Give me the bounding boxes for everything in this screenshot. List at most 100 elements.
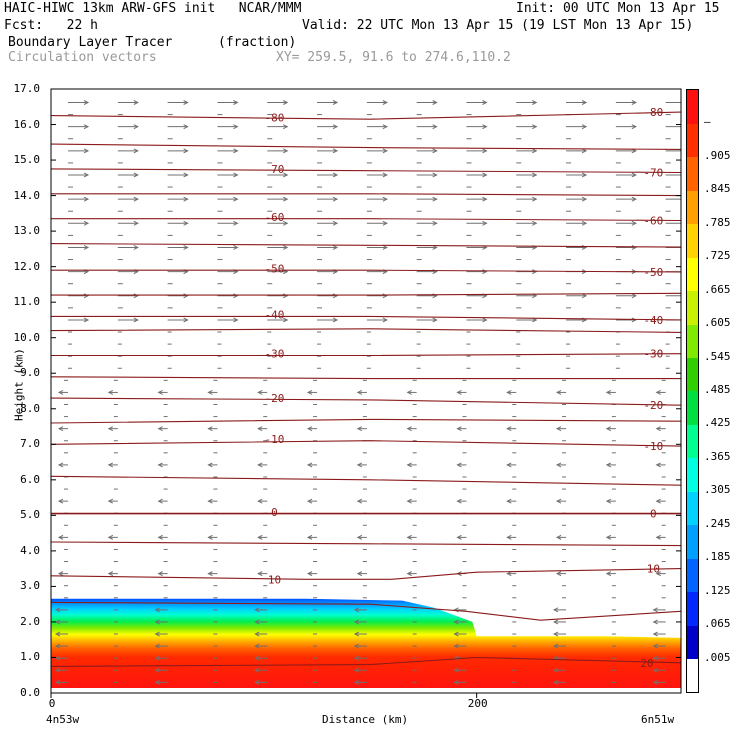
colorbar-segment [687,290,698,325]
wind-vector [456,498,467,504]
wind-vector [655,426,666,432]
wind-vector [566,220,588,226]
wind-vector [254,679,268,685]
wind-vector [254,619,268,625]
wind-vector [516,124,538,130]
colorbar-segment [687,591,698,626]
wind-vector [665,198,681,200]
colorbar-label: – [704,115,711,129]
temperature-contour [51,397,681,406]
colorbar-label: .425 [704,416,731,430]
field-units: (fraction) [218,35,297,50]
wind-vector [555,389,567,395]
wind-vector [652,631,666,637]
colorbar-label: .725 [704,249,731,263]
temperature-contour [51,269,681,273]
wind-vector [366,317,388,323]
wind-vector [154,643,168,649]
colorbar-label: .305 [704,483,731,497]
wind-vector [167,293,189,299]
wind-vector [117,100,139,105]
wind-vector [257,571,268,577]
colorbar-segment [687,190,698,225]
terrain-strip [51,688,681,693]
contour-label: -20 [643,399,663,412]
contour-label: -10 [643,440,663,453]
contour-label: -80 [265,111,285,124]
wind-vector [267,100,289,105]
y-tick-label: 16.0 [13,117,41,131]
wind-vector [615,293,637,299]
wind-vector [416,317,438,323]
wind-vector [552,631,567,637]
wind-vector [217,172,239,178]
wind-vector [68,220,90,226]
wind-vector [453,607,467,613]
wind-vector [117,220,139,226]
wind-vector [406,498,417,504]
contour-label: -70 [265,163,285,176]
wind-vector [466,100,488,105]
wind-vector [655,571,666,577]
wind-vector [267,124,289,130]
y-tick-label: 0.0 [20,686,40,699]
wind-vector [652,607,666,613]
colorbar-segment [687,491,698,526]
wind-vector [406,389,417,395]
contour-label: 10 [647,563,660,576]
wind-vector [416,148,438,154]
wind-vector [555,426,567,432]
wind-vector [254,607,268,613]
wind-vector [154,655,168,661]
contour-label: 0 [650,508,657,521]
y-tick-label: 7.0 [20,437,40,451]
contour-label: -60 [643,214,663,227]
colorbar-label: .065 [704,617,731,631]
wind-vector [157,462,168,468]
y-tick-label: 17.0 [13,82,41,95]
wind-vector [416,220,438,226]
wind-vector [317,100,339,105]
temperature-contour [51,143,681,150]
colorbar-label: .005 [704,650,731,664]
wind-vector [317,148,339,154]
wind-vector [655,534,666,540]
colorbar-label: .665 [704,282,731,296]
wind-vector [466,148,488,154]
wind-vector [356,426,367,432]
wind-vector [615,220,637,226]
wind-vector [267,245,289,250]
wind-vector [117,172,139,178]
wind-vector [406,571,417,577]
contour-label: -10 [265,433,285,446]
wind-vector [254,667,268,673]
plot-area: -80 -80 -70 -70 -60 -60 -50 -50 -40 -40 -30 -30 -20 -… [51,100,681,693]
colorbar-label: .365 [704,449,731,463]
x-axis-right-end-label: 6n51w [641,713,675,726]
wind-vector [566,172,588,178]
wind-vector [552,607,567,613]
wind-vector [68,124,90,130]
y-tick-label: 11.0 [13,295,41,309]
wind-vector [356,498,367,504]
wind-vector [107,534,118,540]
wind-vector [566,100,588,105]
temperature-contour [51,440,681,447]
wind-vector [655,498,666,504]
wind-vector [167,124,189,130]
plot-frame [50,88,682,694]
wind-vector [366,148,388,154]
wind-vector [516,148,538,154]
colorbar-segment [687,524,698,559]
wind-vector [54,607,69,613]
wind-vector [117,148,139,154]
wind-vector [366,245,388,250]
wind-vector [167,148,189,154]
wind-vector [466,172,488,178]
wind-vector [54,679,69,685]
wind-vector [317,124,339,130]
wind-vector [154,631,168,637]
wind-vector [356,389,367,395]
wind-vector [665,295,681,297]
wind-vector [456,426,467,432]
